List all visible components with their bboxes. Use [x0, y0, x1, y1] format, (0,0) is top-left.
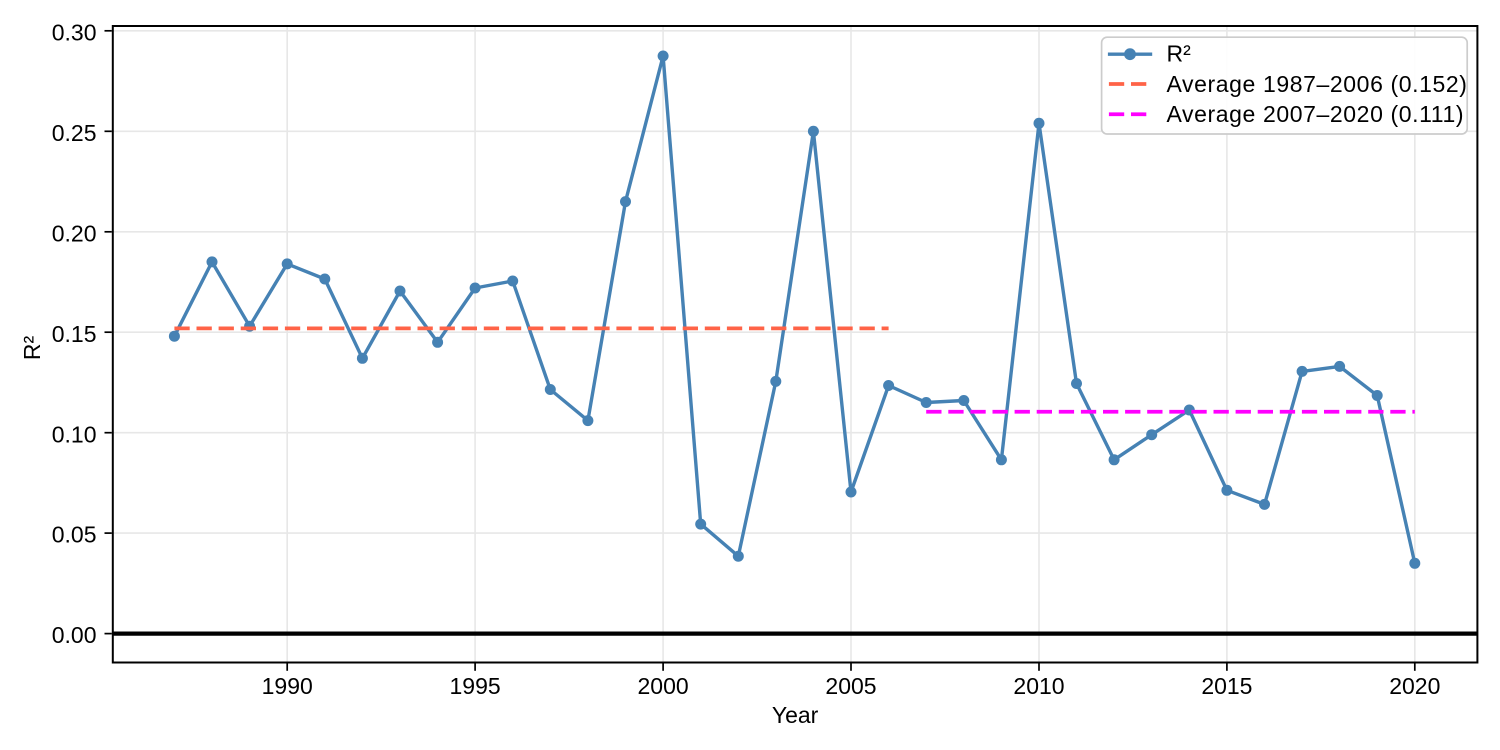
svg-text:1990: 1990	[262, 673, 313, 699]
svg-text:Average 1987–2006 (0.152): Average 1987–2006 (0.152)	[1167, 71, 1468, 97]
svg-text:2005: 2005	[825, 673, 876, 699]
svg-text:0.30: 0.30	[52, 19, 97, 45]
svg-text:2015: 2015	[1201, 673, 1252, 699]
svg-text:0.05: 0.05	[52, 522, 97, 548]
svg-text:Average 2007–2020 (0.111): Average 2007–2020 (0.111)	[1167, 101, 1465, 127]
svg-text:0.25: 0.25	[52, 120, 97, 146]
svg-text:R²: R²	[1167, 40, 1192, 66]
svg-text:2020: 2020	[1389, 673, 1440, 699]
svg-text:R²: R²	[19, 336, 45, 361]
svg-text:2000: 2000	[638, 673, 689, 699]
svg-text:2010: 2010	[1013, 673, 1064, 699]
svg-text:0.20: 0.20	[52, 220, 97, 246]
svg-text:0.15: 0.15	[52, 321, 97, 347]
svg-text:0.10: 0.10	[52, 421, 97, 447]
svg-text:Year: Year	[772, 702, 819, 728]
svg-text:0.00: 0.00	[52, 622, 97, 648]
svg-text:1995: 1995	[450, 673, 501, 699]
